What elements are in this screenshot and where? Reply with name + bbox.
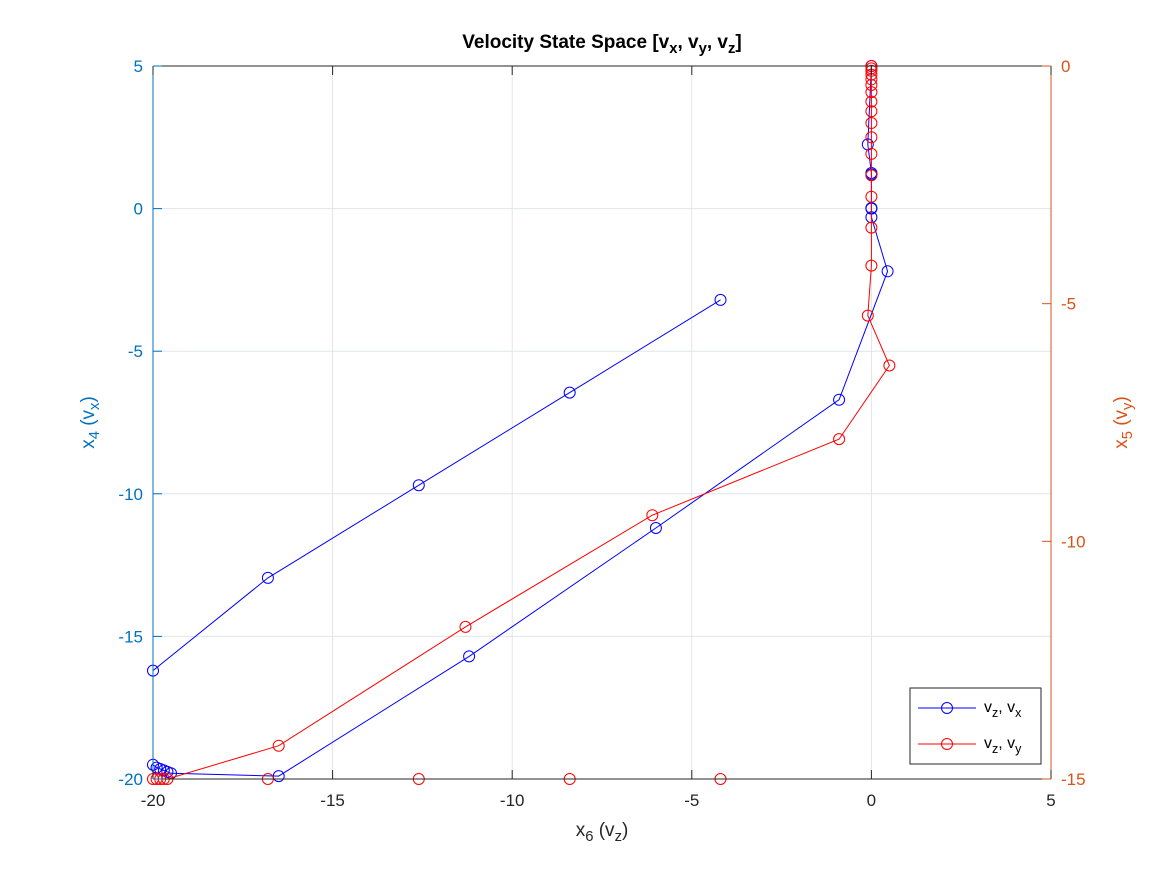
y-left-tick-label: -5 — [128, 342, 143, 361]
legend-box — [909, 687, 1042, 765]
series-point-1 — [459, 620, 472, 633]
chart-title: Velocity State Space [vx, vy, vz] — [462, 32, 741, 57]
series-point-1 — [646, 509, 659, 522]
y-right-tick-label: 0 — [1061, 57, 1070, 76]
y-left-tick-label: -10 — [118, 485, 143, 504]
series-point-1 — [865, 169, 878, 182]
series-point-1 — [865, 259, 878, 272]
series-point-1 — [833, 433, 846, 446]
series-point-1 — [272, 739, 285, 752]
y-right-tick-label: -15 — [1061, 770, 1086, 789]
y-right-tick-label: -5 — [1061, 295, 1076, 314]
x-tick-label: -10 — [500, 791, 525, 810]
series-point-1 — [883, 359, 896, 372]
series-point-1 — [865, 147, 878, 160]
x-tick-label: 5 — [1046, 791, 1055, 810]
x-tick-label: -15 — [320, 791, 345, 810]
series-point-1 — [865, 190, 878, 203]
x-tick-label: -20 — [141, 791, 166, 810]
series-point-0 — [463, 650, 476, 663]
series-point-1 — [865, 131, 878, 144]
series-point-1 — [865, 95, 878, 108]
x-axis-label: x6 (vz) — [576, 820, 629, 845]
series-point-0 — [881, 265, 894, 278]
series-point-1 — [865, 79, 878, 91]
legend: vz, vx vz, vy — [909, 687, 1042, 765]
series-point-1 — [865, 64, 878, 77]
y-left-tick-label: 0 — [134, 200, 143, 219]
series-point-1 — [865, 117, 878, 129]
x-tick-label: 0 — [867, 791, 876, 810]
y-right-tick-label: -10 — [1061, 532, 1086, 551]
legend-label-0: vz, vx — [984, 699, 1022, 720]
series-point-0 — [563, 386, 576, 399]
series-point-0 — [833, 393, 846, 406]
series-point-1 — [861, 309, 874, 322]
series-point-0 — [649, 522, 662, 534]
axis-labels: -20 -15 -10 -5 0 5 -20 -15 -10 -5 0 5 -15 -10 -5 0 Veloc… — [78, 32, 1136, 845]
series-point-0 — [272, 770, 285, 783]
x-tick-label: -5 — [684, 791, 699, 810]
axes — [152, 65, 1052, 780]
legend-marker-0 — [941, 702, 953, 714]
y-left-axis-label: x4 (vx) — [78, 396, 103, 449]
series-point-0 — [261, 571, 274, 584]
series-point-1 — [865, 86, 878, 99]
series-point-0 — [714, 293, 727, 306]
legend-marker-1 — [941, 738, 953, 750]
series-point-1 — [865, 105, 878, 118]
series-point-1 — [865, 221, 878, 234]
y-left-tick-label: -15 — [118, 627, 143, 646]
y-left-tick-label: -20 — [118, 770, 143, 789]
y-left-tick-label: 5 — [134, 57, 143, 76]
series-point-0 — [412, 479, 425, 492]
y-right-axis-label: x5 (vy) — [1111, 396, 1136, 449]
legend-label-1: vz, vy — [984, 735, 1022, 756]
